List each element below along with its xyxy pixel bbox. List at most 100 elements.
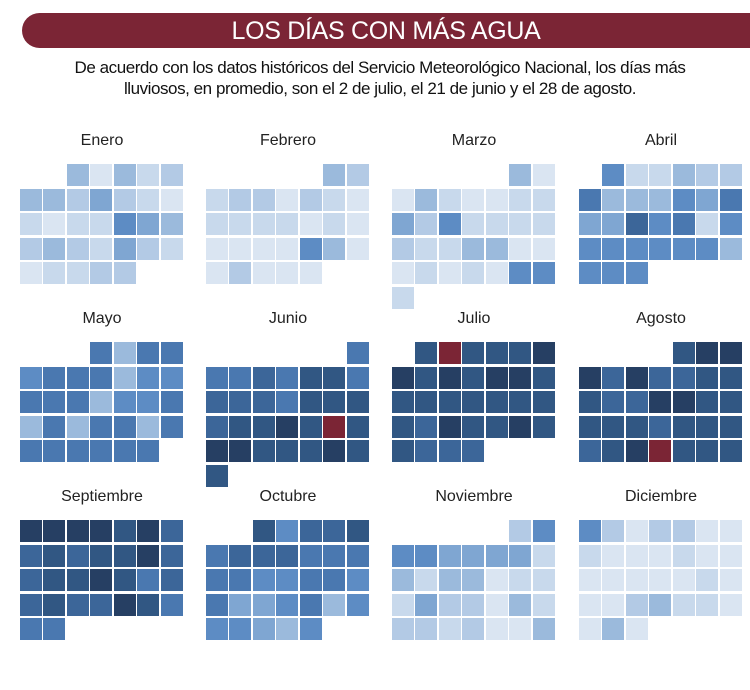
day-cell — [137, 213, 160, 235]
day-cell — [90, 520, 113, 542]
day-cell — [90, 440, 113, 462]
day-cell — [719, 164, 742, 186]
day-cell — [252, 544, 275, 567]
day-cell — [485, 618, 508, 640]
day-cell — [462, 440, 485, 462]
day-cell — [20, 618, 42, 640]
day-cell — [438, 440, 461, 462]
day-cell — [579, 520, 601, 542]
day-cell — [438, 391, 461, 413]
day-cell — [137, 544, 160, 567]
day-cell — [113, 593, 136, 616]
month-label: Septiembre — [61, 488, 143, 505]
day-cell — [323, 440, 346, 462]
day-cell — [532, 366, 555, 389]
day-cell — [43, 188, 66, 211]
day-cell — [415, 569, 438, 591]
day-cell — [719, 440, 742, 462]
day-cell — [137, 237, 160, 260]
day-cell — [137, 520, 160, 542]
day-cell — [602, 440, 625, 462]
day-cell — [462, 618, 485, 640]
day-cell — [392, 569, 414, 591]
day-cell — [392, 544, 414, 567]
day-cell — [20, 415, 42, 438]
day-cell — [579, 188, 601, 211]
day-cell — [252, 366, 275, 389]
day-cell — [137, 342, 160, 364]
day-cell — [532, 188, 555, 211]
day-cell — [137, 188, 160, 211]
day-cell — [602, 618, 625, 640]
day-cell — [346, 342, 369, 364]
day-cell — [415, 391, 438, 413]
day-cell — [392, 440, 414, 462]
day-cell — [323, 164, 346, 186]
day-cell — [43, 440, 66, 462]
day-cell — [415, 618, 438, 640]
day-cell — [672, 391, 695, 413]
day-cell — [206, 464, 228, 487]
day-cell — [299, 188, 322, 211]
month-enero: Enero — [20, 132, 184, 334]
day-cell — [252, 262, 275, 284]
month-label: Octubre — [259, 488, 317, 505]
day-cell — [438, 593, 461, 616]
day-cell — [299, 366, 322, 389]
day-cell — [206, 415, 228, 438]
month-julio: Julio — [392, 310, 556, 512]
day-cell — [276, 520, 299, 542]
day-cell — [392, 618, 414, 640]
day-cell — [509, 520, 532, 542]
day-cell — [276, 188, 299, 211]
day-cell — [532, 237, 555, 260]
day-cell — [579, 391, 601, 413]
day-cell — [485, 188, 508, 211]
day-cell — [252, 415, 275, 438]
day-cell — [113, 391, 136, 413]
day-cell — [160, 415, 183, 438]
day-cell — [415, 188, 438, 211]
day-cell — [66, 520, 89, 542]
day-cell — [323, 237, 346, 260]
day-cell — [323, 593, 346, 616]
day-cell — [323, 569, 346, 591]
day-cell — [485, 391, 508, 413]
month-label: Junio — [268, 310, 308, 327]
day-cell — [206, 593, 228, 616]
day-cell — [438, 188, 461, 211]
day-cell — [43, 593, 66, 616]
day-cell — [90, 366, 113, 389]
day-cell — [579, 237, 601, 260]
day-cell — [206, 188, 228, 211]
day-cell — [392, 262, 414, 284]
day-cell — [509, 544, 532, 567]
day-cell — [137, 366, 160, 389]
day-cell — [509, 569, 532, 591]
day-cell — [509, 213, 532, 235]
day-cell — [462, 342, 485, 364]
day-cell — [625, 188, 648, 211]
page-title: LOS DÍAS CON MÁS AGUA — [231, 17, 541, 45]
day-cell — [696, 188, 719, 211]
day-cell — [66, 188, 89, 211]
month-mayo: Mayo — [20, 310, 184, 512]
day-cell — [299, 213, 322, 235]
day-cell — [299, 618, 322, 640]
day-cell — [625, 391, 648, 413]
day-cell — [90, 188, 113, 211]
day-cell — [160, 544, 183, 567]
day-cell — [649, 366, 672, 389]
day-cell — [276, 593, 299, 616]
day-cell — [323, 391, 346, 413]
day-cell — [113, 440, 136, 462]
day-cell — [113, 366, 136, 389]
day-cell — [43, 520, 66, 542]
day-cell — [672, 188, 695, 211]
day-cell — [719, 213, 742, 235]
month-label: Abril — [644, 132, 677, 149]
day-cell — [696, 544, 719, 567]
day-cell — [346, 569, 369, 591]
day-cell — [252, 618, 275, 640]
month-agosto: Agosto — [579, 310, 743, 512]
